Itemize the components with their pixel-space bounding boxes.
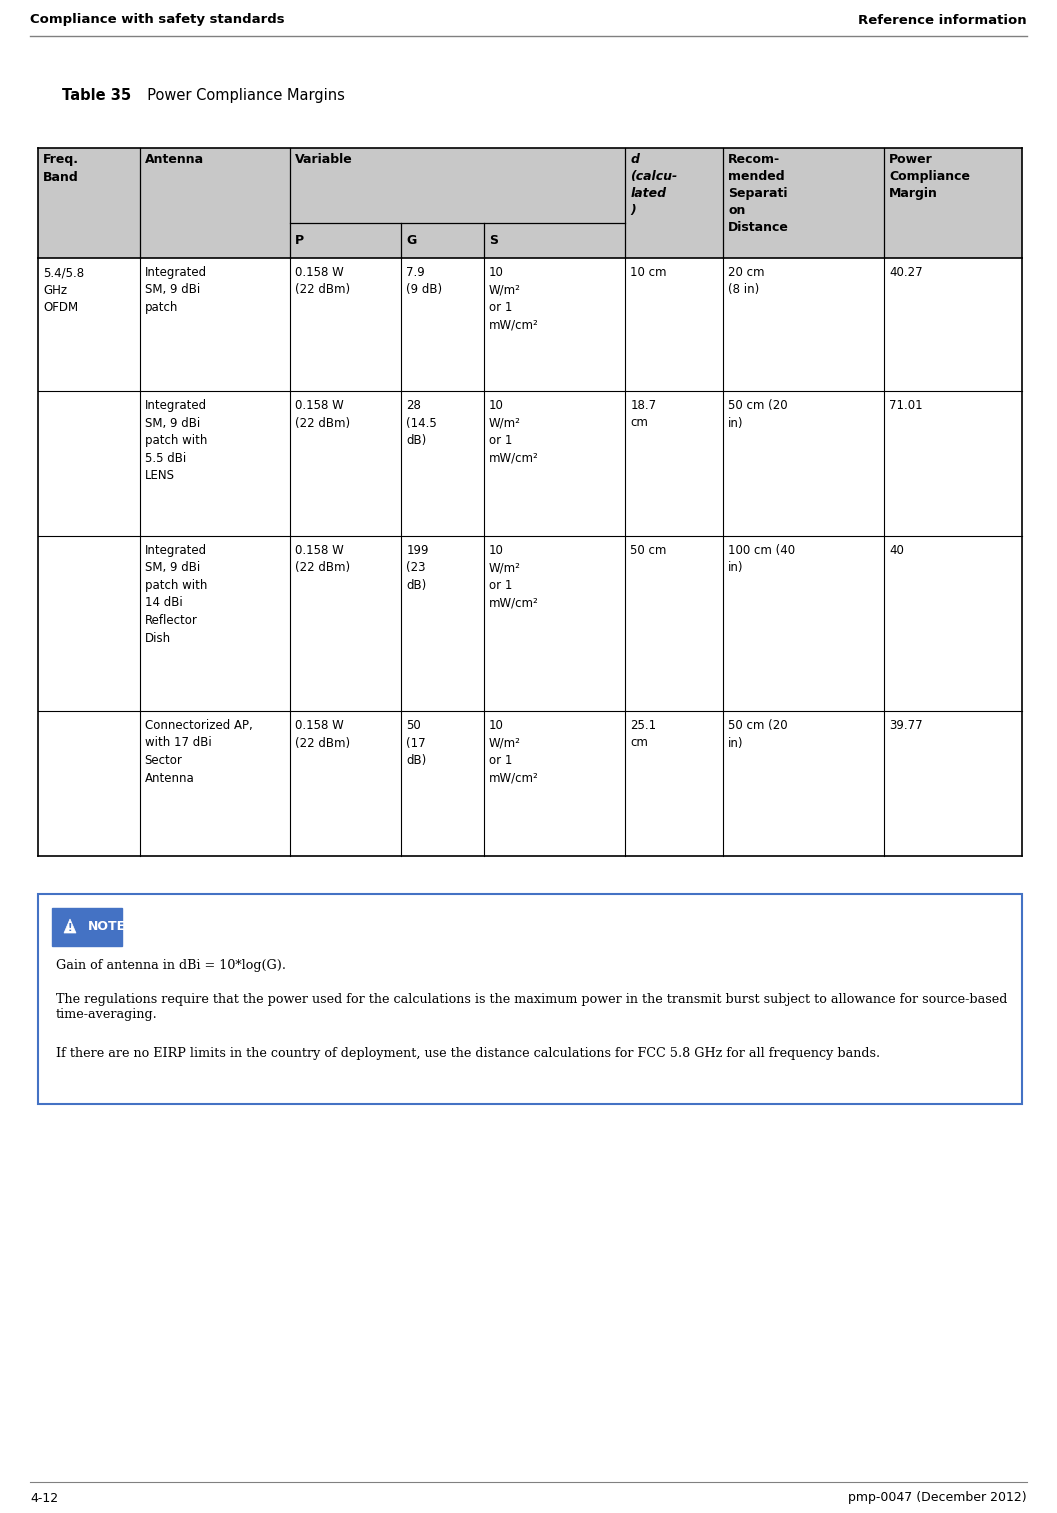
Bar — [38, 148, 1022, 259]
Text: Antenna: Antenna — [145, 153, 204, 166]
Bar — [38, 894, 1022, 1104]
Text: 5.4/5.8
GHz
OFDM: 5.4/5.8 GHz OFDM — [43, 266, 85, 315]
Text: 71.01: 71.01 — [889, 399, 923, 412]
Text: 10
W/m²
or 1
mW/cm²: 10 W/m² or 1 mW/cm² — [489, 545, 539, 610]
Text: 39.77: 39.77 — [889, 719, 923, 732]
Text: 50 cm (20
in): 50 cm (20 in) — [728, 719, 787, 749]
Text: If there are no EIRP limits in the country of deployment, use the distance calcu: If there are no EIRP limits in the count… — [56, 1047, 880, 1061]
Text: 0.158 W
(22 dBm): 0.158 W (22 dBm) — [295, 399, 350, 430]
Text: Compliance with safety standards: Compliance with safety standards — [30, 14, 284, 27]
Text: NOTE: NOTE — [88, 920, 126, 934]
Text: Recom-
mended
Separati
on
Distance: Recom- mended Separati on Distance — [728, 153, 789, 235]
Text: 0.158 W
(22 dBm): 0.158 W (22 dBm) — [295, 545, 350, 575]
Text: pmp-0047 (December 2012): pmp-0047 (December 2012) — [849, 1492, 1027, 1504]
Text: Connectorized AP,
with 17 dBi
Sector
Antenna: Connectorized AP, with 17 dBi Sector Ant… — [145, 719, 253, 785]
Text: 4-12: 4-12 — [30, 1492, 58, 1504]
Text: 0.158 W
(22 dBm): 0.158 W (22 dBm) — [295, 719, 350, 749]
Text: 28
(14.5
dB): 28 (14.5 dB) — [407, 399, 438, 446]
Polygon shape — [64, 918, 76, 934]
Text: 100 cm (40
in): 100 cm (40 in) — [728, 545, 795, 575]
Text: 10 cm: 10 cm — [630, 266, 667, 278]
Text: 10
W/m²
or 1
mW/cm²: 10 W/m² or 1 mW/cm² — [489, 266, 539, 331]
Text: 40.27: 40.27 — [889, 266, 923, 278]
Text: 25.1
cm: 25.1 cm — [630, 719, 656, 749]
Text: 10
W/m²
or 1
mW/cm²: 10 W/m² or 1 mW/cm² — [489, 719, 539, 785]
Text: 40: 40 — [889, 545, 904, 557]
Text: S: S — [489, 235, 498, 247]
Text: !: ! — [68, 923, 72, 934]
Text: 10
W/m²
or 1
mW/cm²: 10 W/m² or 1 mW/cm² — [489, 399, 539, 464]
Text: 50 cm (20
in): 50 cm (20 in) — [728, 399, 787, 430]
Text: Variable: Variable — [295, 153, 352, 166]
Text: Freq.
Band: Freq. Band — [43, 153, 79, 185]
Text: The regulations require that the power used for the calculations is the maximum : The regulations require that the power u… — [56, 993, 1007, 1021]
Text: Table 35: Table 35 — [62, 88, 131, 103]
Text: 20 cm
(8 in): 20 cm (8 in) — [728, 266, 764, 297]
Text: 50
(17
dB): 50 (17 dB) — [407, 719, 427, 767]
Text: Reference information: Reference information — [858, 14, 1027, 27]
Text: d
(calcu-
lated
): d (calcu- lated ) — [630, 153, 678, 216]
Text: 50 cm: 50 cm — [630, 545, 667, 557]
Text: 7.9
(9 dB): 7.9 (9 dB) — [407, 266, 443, 297]
Text: Integrated
SM, 9 dBi
patch: Integrated SM, 9 dBi patch — [145, 266, 207, 315]
Text: Power Compliance Margins: Power Compliance Margins — [138, 88, 345, 103]
Text: Gain of antenna in dBi = 10*log(G).: Gain of antenna in dBi = 10*log(G). — [56, 959, 286, 971]
Text: 199
(23
dB): 199 (23 dB) — [407, 545, 429, 592]
Text: Power
Compliance
Margin: Power Compliance Margin — [889, 153, 970, 200]
Text: 0.158 W
(22 dBm): 0.158 W (22 dBm) — [295, 266, 350, 297]
Text: 18.7
cm: 18.7 cm — [630, 399, 656, 430]
Text: Integrated
SM, 9 dBi
patch with
14 dBi
Reflector
Dish: Integrated SM, 9 dBi patch with 14 dBi R… — [145, 545, 207, 645]
Bar — [52, 908, 122, 946]
Text: G: G — [407, 235, 416, 247]
Text: Integrated
SM, 9 dBi
patch with
5.5 dBi
LENS: Integrated SM, 9 dBi patch with 5.5 dBi … — [145, 399, 207, 483]
Text: P: P — [295, 235, 303, 247]
